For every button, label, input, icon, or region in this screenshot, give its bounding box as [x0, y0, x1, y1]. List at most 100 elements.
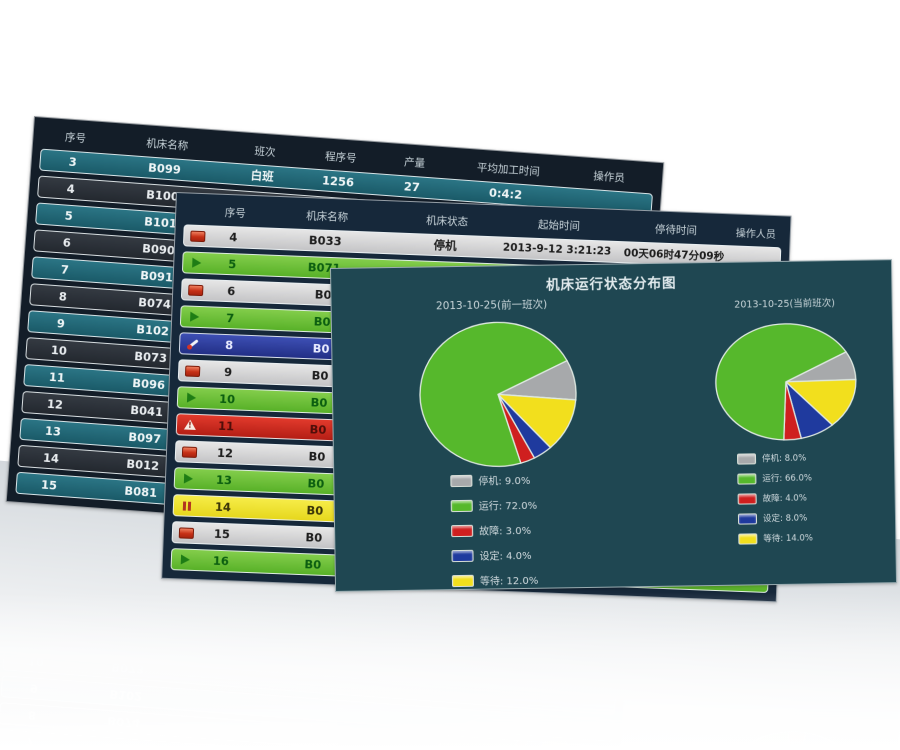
running-icon: [189, 311, 199, 322]
row-number: 8: [224, 338, 234, 353]
pie-slice-run: [715, 323, 847, 441]
icon-cell: [174, 501, 200, 511]
legend-swatch-wait: [738, 532, 758, 545]
stop-icon: [178, 526, 194, 539]
legend-label: 等待: 12.0%: [479, 575, 539, 588]
legend-label: 运行: 72.0%: [478, 500, 538, 513]
col-header-status: 机床状态: [425, 214, 469, 229]
pie-chart-previous-shift: [419, 321, 577, 468]
status-distribution-panel: 机床运行状态分布图 2013-10-25(前一班次) 2013-10-25(当前…: [330, 259, 898, 592]
pie-chart-current-shift: [715, 323, 857, 441]
row-number: 14: [42, 450, 60, 466]
machine-status: 停机: [433, 237, 457, 253]
legend-label: 等待: 14.0%: [763, 533, 813, 545]
running-icon: [183, 473, 193, 484]
legend-current-shift: 停机: 8.0% 运行: 66.0% 故障: 4.0% 设定: 8.0% 等待:…: [736, 451, 813, 544]
legend-swatch-run: [737, 472, 757, 485]
icon-cell: [172, 554, 198, 565]
avg-time: 0:4:2: [488, 185, 523, 202]
col-header-machine-name: 机床名称: [305, 210, 349, 224]
col-header-output: 产量: [403, 156, 426, 170]
legend-item: 等待: 12.0%: [451, 572, 539, 588]
col-header-wait-time: 停待时间: [654, 223, 698, 238]
legend-label: 停机: 8.0%: [761, 453, 807, 465]
row-number: 5: [64, 208, 74, 224]
wait-time: 00天06时47分09秒: [623, 246, 725, 263]
start-time: 2013-9-12 3:21:23: [502, 241, 612, 258]
row-number: 12: [46, 396, 64, 412]
row-number: 8: [58, 289, 68, 304]
legend-item: 设定: 8.0%: [737, 511, 813, 525]
pie-slice-run: [419, 321, 568, 468]
setup-tool-icon: [186, 338, 200, 351]
row-number: 7: [60, 262, 70, 277]
legend-item: 故障: 4.0%: [737, 491, 813, 505]
stop-icon: [181, 445, 197, 458]
legend-item: 停机: 9.0%: [450, 472, 537, 488]
icon-cell: [179, 364, 205, 377]
col-header-no: 序号: [64, 131, 87, 145]
legend-swatch-fault: [737, 492, 757, 505]
row-number: 4: [229, 230, 238, 245]
operator: [563, 198, 651, 204]
legend-item: 设定: 4.0%: [451, 547, 538, 563]
legend-item: 运行: 66.0%: [737, 471, 812, 484]
legend-previous-shift: 停机: 9.0% 运行: 72.0% 故障: 3.0% 设定: 4.0% 等待:…: [450, 472, 538, 588]
legend-label: 故障: 3.0%: [479, 525, 532, 538]
legend-label: 设定: 8.0%: [762, 513, 808, 525]
pie-slice-wait: [784, 378, 857, 426]
fault-warning-icon: [183, 419, 197, 430]
row-number: 12: [216, 445, 234, 461]
legend-swatch-wait: [451, 574, 475, 587]
icon-cell: [183, 257, 209, 269]
row-number: 3: [68, 154, 78, 170]
icon-cell: [175, 473, 201, 484]
stop-icon: [187, 284, 203, 296]
shift: 白班: [250, 168, 275, 184]
row-number: 4: [66, 181, 76, 197]
col-header-start-time: 起始时间: [537, 218, 581, 233]
legend-swatch-setup: [451, 549, 474, 562]
row-number: 11: [48, 369, 66, 385]
icon-cell: [177, 419, 203, 430]
row-number: 10: [218, 391, 236, 407]
col-header-state-icon: [186, 211, 212, 212]
row-number: 14: [214, 499, 232, 515]
legend-label: 停机: 9.0%: [478, 475, 531, 488]
row-number: 16: [212, 553, 230, 569]
row-number: 9: [223, 364, 233, 380]
legend-swatch-stop: [450, 474, 473, 487]
row-number: 11: [217, 418, 235, 434]
row-number: 7: [225, 311, 235, 326]
icon-cell: [178, 392, 204, 403]
chart-title-previous-shift: 2013-10-25(前一班次): [435, 298, 548, 313]
icon-cell: [182, 284, 208, 296]
row-number: 5: [227, 257, 237, 272]
legend-item: 等待: 14.0%: [738, 531, 813, 544]
row-number: 6: [226, 284, 236, 299]
machine-name: B099: [147, 160, 182, 177]
panel-title: 机床运行状态分布图: [545, 275, 677, 294]
icon-cell: [184, 230, 210, 242]
col-header-operator: 操作员: [592, 170, 626, 185]
col-header-shift: 班次: [254, 145, 276, 159]
running-icon: [191, 257, 201, 269]
machine-name: B033: [308, 233, 342, 249]
chart-title-current-shift: 2013-10-25(当前班次): [734, 298, 836, 311]
icon-cell: [181, 311, 207, 322]
program-no: 1256: [321, 173, 355, 190]
output: 27: [403, 179, 421, 195]
legend-label: 运行: 66.0%: [762, 473, 813, 485]
legend-item: 运行: 72.0%: [450, 497, 538, 513]
icon-cell: [180, 337, 206, 350]
operator: [730, 256, 780, 258]
running-icon: [180, 554, 190, 565]
legend-swatch-stop: [736, 452, 757, 465]
row-number: 15: [213, 526, 231, 542]
col-header-machine-name: 机床名称: [145, 137, 189, 153]
legend-swatch-setup: [737, 512, 758, 525]
legend-swatch-fault: [451, 524, 474, 537]
row-number: 10: [50, 342, 68, 359]
col-header-program: 程序号: [324, 150, 357, 165]
legend-item: 故障: 3.0%: [451, 522, 538, 538]
